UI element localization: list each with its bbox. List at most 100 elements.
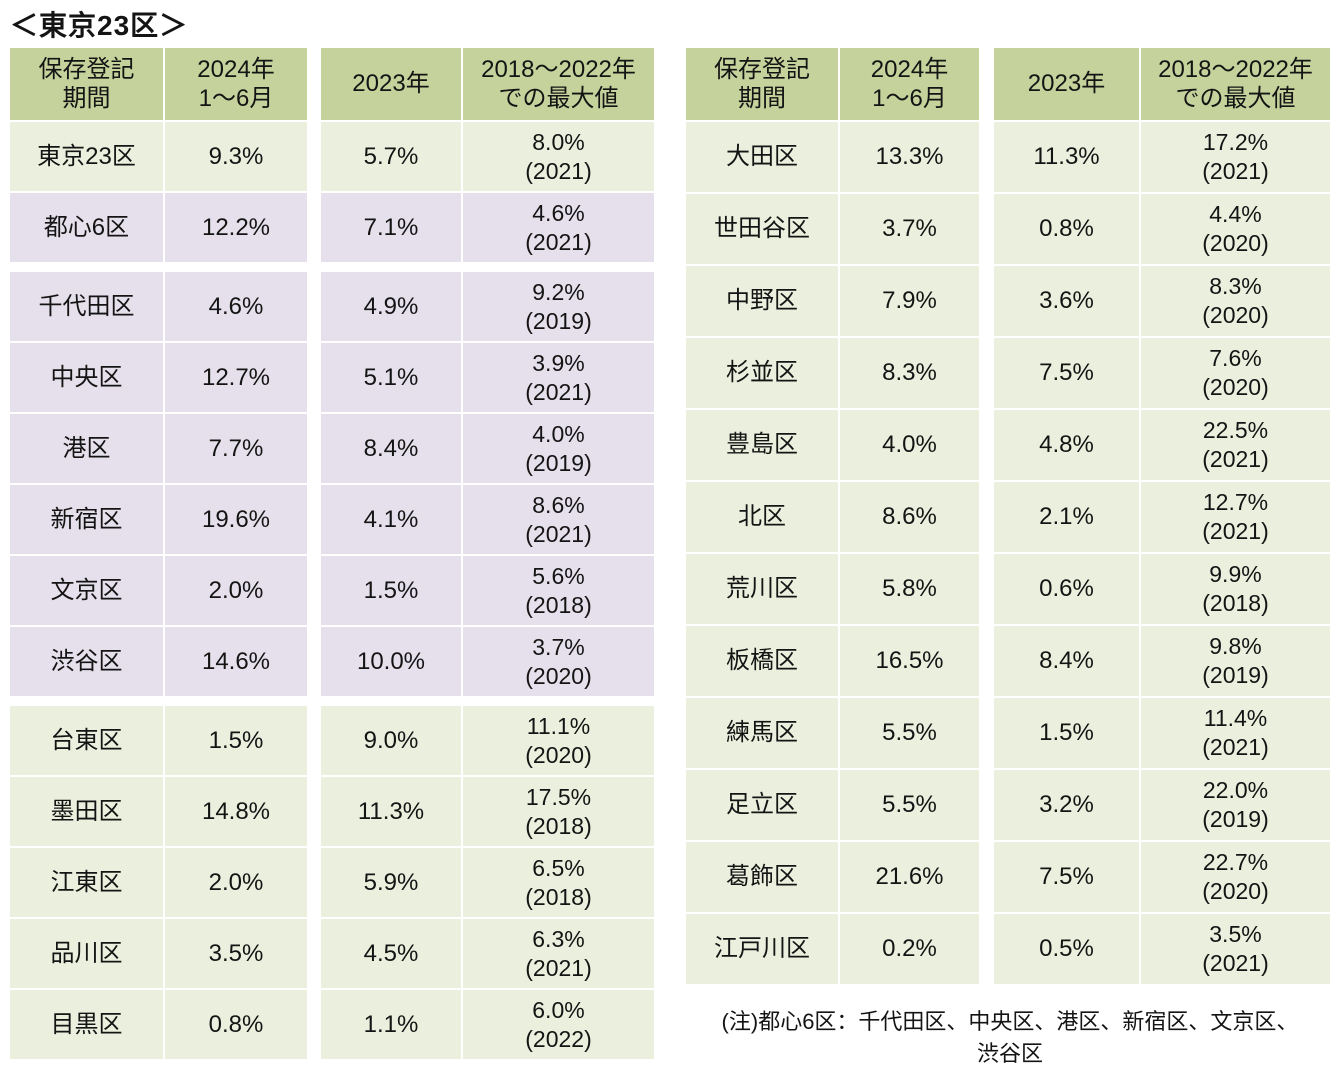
value-2024-cell: 7.9% — [840, 266, 979, 336]
value-2024-cell: 2.0% — [165, 556, 307, 625]
value-2023-cell: 0.8% — [994, 194, 1139, 264]
value-2024-cell: 8.3% — [840, 338, 979, 408]
table-row: 新宿区 19.6% 4.1% 8.6% (2021) — [10, 485, 654, 554]
column-header-2023: 2023年 — [321, 48, 461, 120]
table-header-row: 保存登記 期間 2024年 1～6月 2023年 2018～2022年 での最大… — [686, 48, 1330, 120]
table-row: 東京23区 9.3% 5.7% 8.0% (2021) — [10, 122, 654, 191]
value-2023-cell: 5.7% — [321, 122, 461, 191]
ward-name-cell: 品川区 — [10, 919, 163, 988]
max-value-cell: 3.7% (2020) — [463, 627, 654, 696]
max-value-cell: 17.5% (2018) — [463, 777, 654, 846]
table-row: 練馬区 5.5% 1.5% 11.4% (2021) — [686, 698, 1330, 768]
ward-name-cell: 杉並区 — [686, 338, 838, 408]
value-2024-cell: 12.2% — [165, 193, 307, 262]
value-2024-cell: 1.5% — [165, 706, 307, 775]
table-row: 墨田区 14.8% 11.3% 17.5% (2018) — [10, 777, 654, 846]
ward-name-cell: 大田区 — [686, 122, 838, 192]
table-row: 北区 8.6% 2.1% 12.7% (2021) — [686, 482, 1330, 552]
right-table-group: 保存登記 期間 2024年 1～6月 2023年 2018～2022年 での最大… — [686, 48, 1330, 986]
value-2024-cell: 2.0% — [165, 848, 307, 917]
table-row: 中央区 12.7% 5.1% 3.9% (2021) — [10, 343, 654, 412]
max-value-cell: 4.0% (2019) — [463, 414, 654, 483]
value-2024-cell: 4.6% — [165, 272, 307, 341]
max-value-cell: 4.4% (2020) — [1141, 194, 1330, 264]
ward-name-cell: 千代田区 — [10, 272, 163, 341]
column-header-period: 保存登記 期間 — [686, 48, 838, 120]
value-2023-cell: 4.5% — [321, 919, 461, 988]
column-header-period: 保存登記 期間 — [10, 48, 163, 120]
value-2024-cell: 0.8% — [165, 990, 307, 1059]
max-value-cell: 22.7% (2020) — [1141, 842, 1330, 912]
value-2023-cell: 4.1% — [321, 485, 461, 554]
ward-name-cell: 足立区 — [686, 770, 838, 840]
table-header-row: 保存登記 期間 2024年 1～6月 2023年 2018～2022年 での最大… — [10, 48, 654, 120]
ward-name-cell: 世田谷区 — [686, 194, 838, 264]
column-header-2023: 2023年 — [994, 48, 1139, 120]
ward-name-cell: 東京23区 — [10, 122, 163, 191]
max-value-cell: 8.0% (2021) — [463, 122, 654, 191]
ward-name-cell: 中央区 — [10, 343, 163, 412]
value-2023-cell: 7.5% — [994, 338, 1139, 408]
value-2024-cell: 5.8% — [840, 554, 979, 624]
ward-name-cell: 新宿区 — [10, 485, 163, 554]
ward-name-cell: 目黒区 — [10, 990, 163, 1059]
max-value-cell: 3.5% (2021) — [1141, 914, 1330, 984]
max-value-cell: 6.3% (2021) — [463, 919, 654, 988]
value-2024-cell: 0.2% — [840, 914, 979, 984]
value-2023-cell: 7.5% — [994, 842, 1139, 912]
table-row: 都心6区 12.2% 7.1% 4.6% (2021) — [10, 193, 654, 262]
table-row: 千代田区 4.6% 4.9% 9.2% (2019) — [10, 272, 654, 341]
value-2023-cell: 2.1% — [994, 482, 1139, 552]
ward-name-cell: 都心6区 — [10, 193, 163, 262]
column-header-2024: 2024年 1～6月 — [840, 48, 979, 120]
value-2023-cell: 4.8% — [994, 410, 1139, 480]
max-value-cell: 8.6% (2021) — [463, 485, 654, 554]
max-value-cell: 12.7% (2021) — [1141, 482, 1330, 552]
table-row: 大田区 13.3% 11.3% 17.2% (2021) — [686, 122, 1330, 192]
value-2023-cell: 7.1% — [321, 193, 461, 262]
value-2023-cell: 11.3% — [994, 122, 1139, 192]
max-value-cell: 6.0% (2022) — [463, 990, 654, 1059]
footnote: (注)都心6区：千代田区、中央区、港区、新宿区、文京区、 渋谷区 — [721, 1009, 1299, 1066]
left-table-group: 保存登記 期間 2024年 1～6月 2023年 2018～2022年 での最大… — [10, 48, 654, 1061]
column-header-max: 2018～2022年 での最大値 — [1141, 48, 1330, 120]
ward-name-cell: 荒川区 — [686, 554, 838, 624]
max-value-cell: 11.4% (2021) — [1141, 698, 1330, 768]
value-2023-cell: 11.3% — [321, 777, 461, 846]
ward-name-cell: 港区 — [10, 414, 163, 483]
value-2024-cell: 3.5% — [165, 919, 307, 988]
ward-name-cell: 板橋区 — [686, 626, 838, 696]
value-2023-cell: 1.1% — [321, 990, 461, 1059]
ward-name-cell: 北区 — [686, 482, 838, 552]
value-2024-cell: 7.7% — [165, 414, 307, 483]
table-row: 板橋区 16.5% 8.4% 9.8% (2019) — [686, 626, 1330, 696]
value-2023-cell: 1.5% — [994, 698, 1139, 768]
table-row: 江東区 2.0% 5.9% 6.5% (2018) — [10, 848, 654, 917]
table-row: 港区 7.7% 8.4% 4.0% (2019) — [10, 414, 654, 483]
value-2024-cell: 4.0% — [840, 410, 979, 480]
ward-name-cell: 台東区 — [10, 706, 163, 775]
max-value-cell: 22.0% (2019) — [1141, 770, 1330, 840]
table-row: 世田谷区 3.7% 0.8% 4.4% (2020) — [686, 194, 1330, 264]
max-value-cell: 3.9% (2021) — [463, 343, 654, 412]
table-row: 台東区 1.5% 9.0% 11.1% (2020) — [10, 706, 654, 775]
max-value-cell: 9.2% (2019) — [463, 272, 654, 341]
max-value-cell: 9.9% (2018) — [1141, 554, 1330, 624]
table-row: 豊島区 4.0% 4.8% 22.5% (2021) — [686, 410, 1330, 480]
value-2024-cell: 12.7% — [165, 343, 307, 412]
ward-name-cell: 文京区 — [10, 556, 163, 625]
column-header-max: 2018～2022年 での最大値 — [463, 48, 654, 120]
value-2024-cell: 5.5% — [840, 770, 979, 840]
table-row: 渋谷区 14.6% 10.0% 3.7% (2020) — [10, 627, 654, 696]
table-row: 中野区 7.9% 3.6% 8.3% (2020) — [686, 266, 1330, 336]
ward-name-cell: 墨田区 — [10, 777, 163, 846]
table-row: 杉並区 8.3% 7.5% 7.6% (2020) — [686, 338, 1330, 408]
max-value-cell: 8.3% (2020) — [1141, 266, 1330, 336]
value-2023-cell: 5.1% — [321, 343, 461, 412]
table-row: 品川区 3.5% 4.5% 6.3% (2021) — [10, 919, 654, 988]
value-2024-cell: 3.7% — [840, 194, 979, 264]
table-row: 目黒区 0.8% 1.1% 6.0% (2022) — [10, 990, 654, 1059]
table-row: 足立区 5.5% 3.2% 22.0% (2019) — [686, 770, 1330, 840]
value-2024-cell: 5.5% — [840, 698, 979, 768]
table-row: 江戸川区 0.2% 0.5% 3.5% (2021) — [686, 914, 1330, 984]
